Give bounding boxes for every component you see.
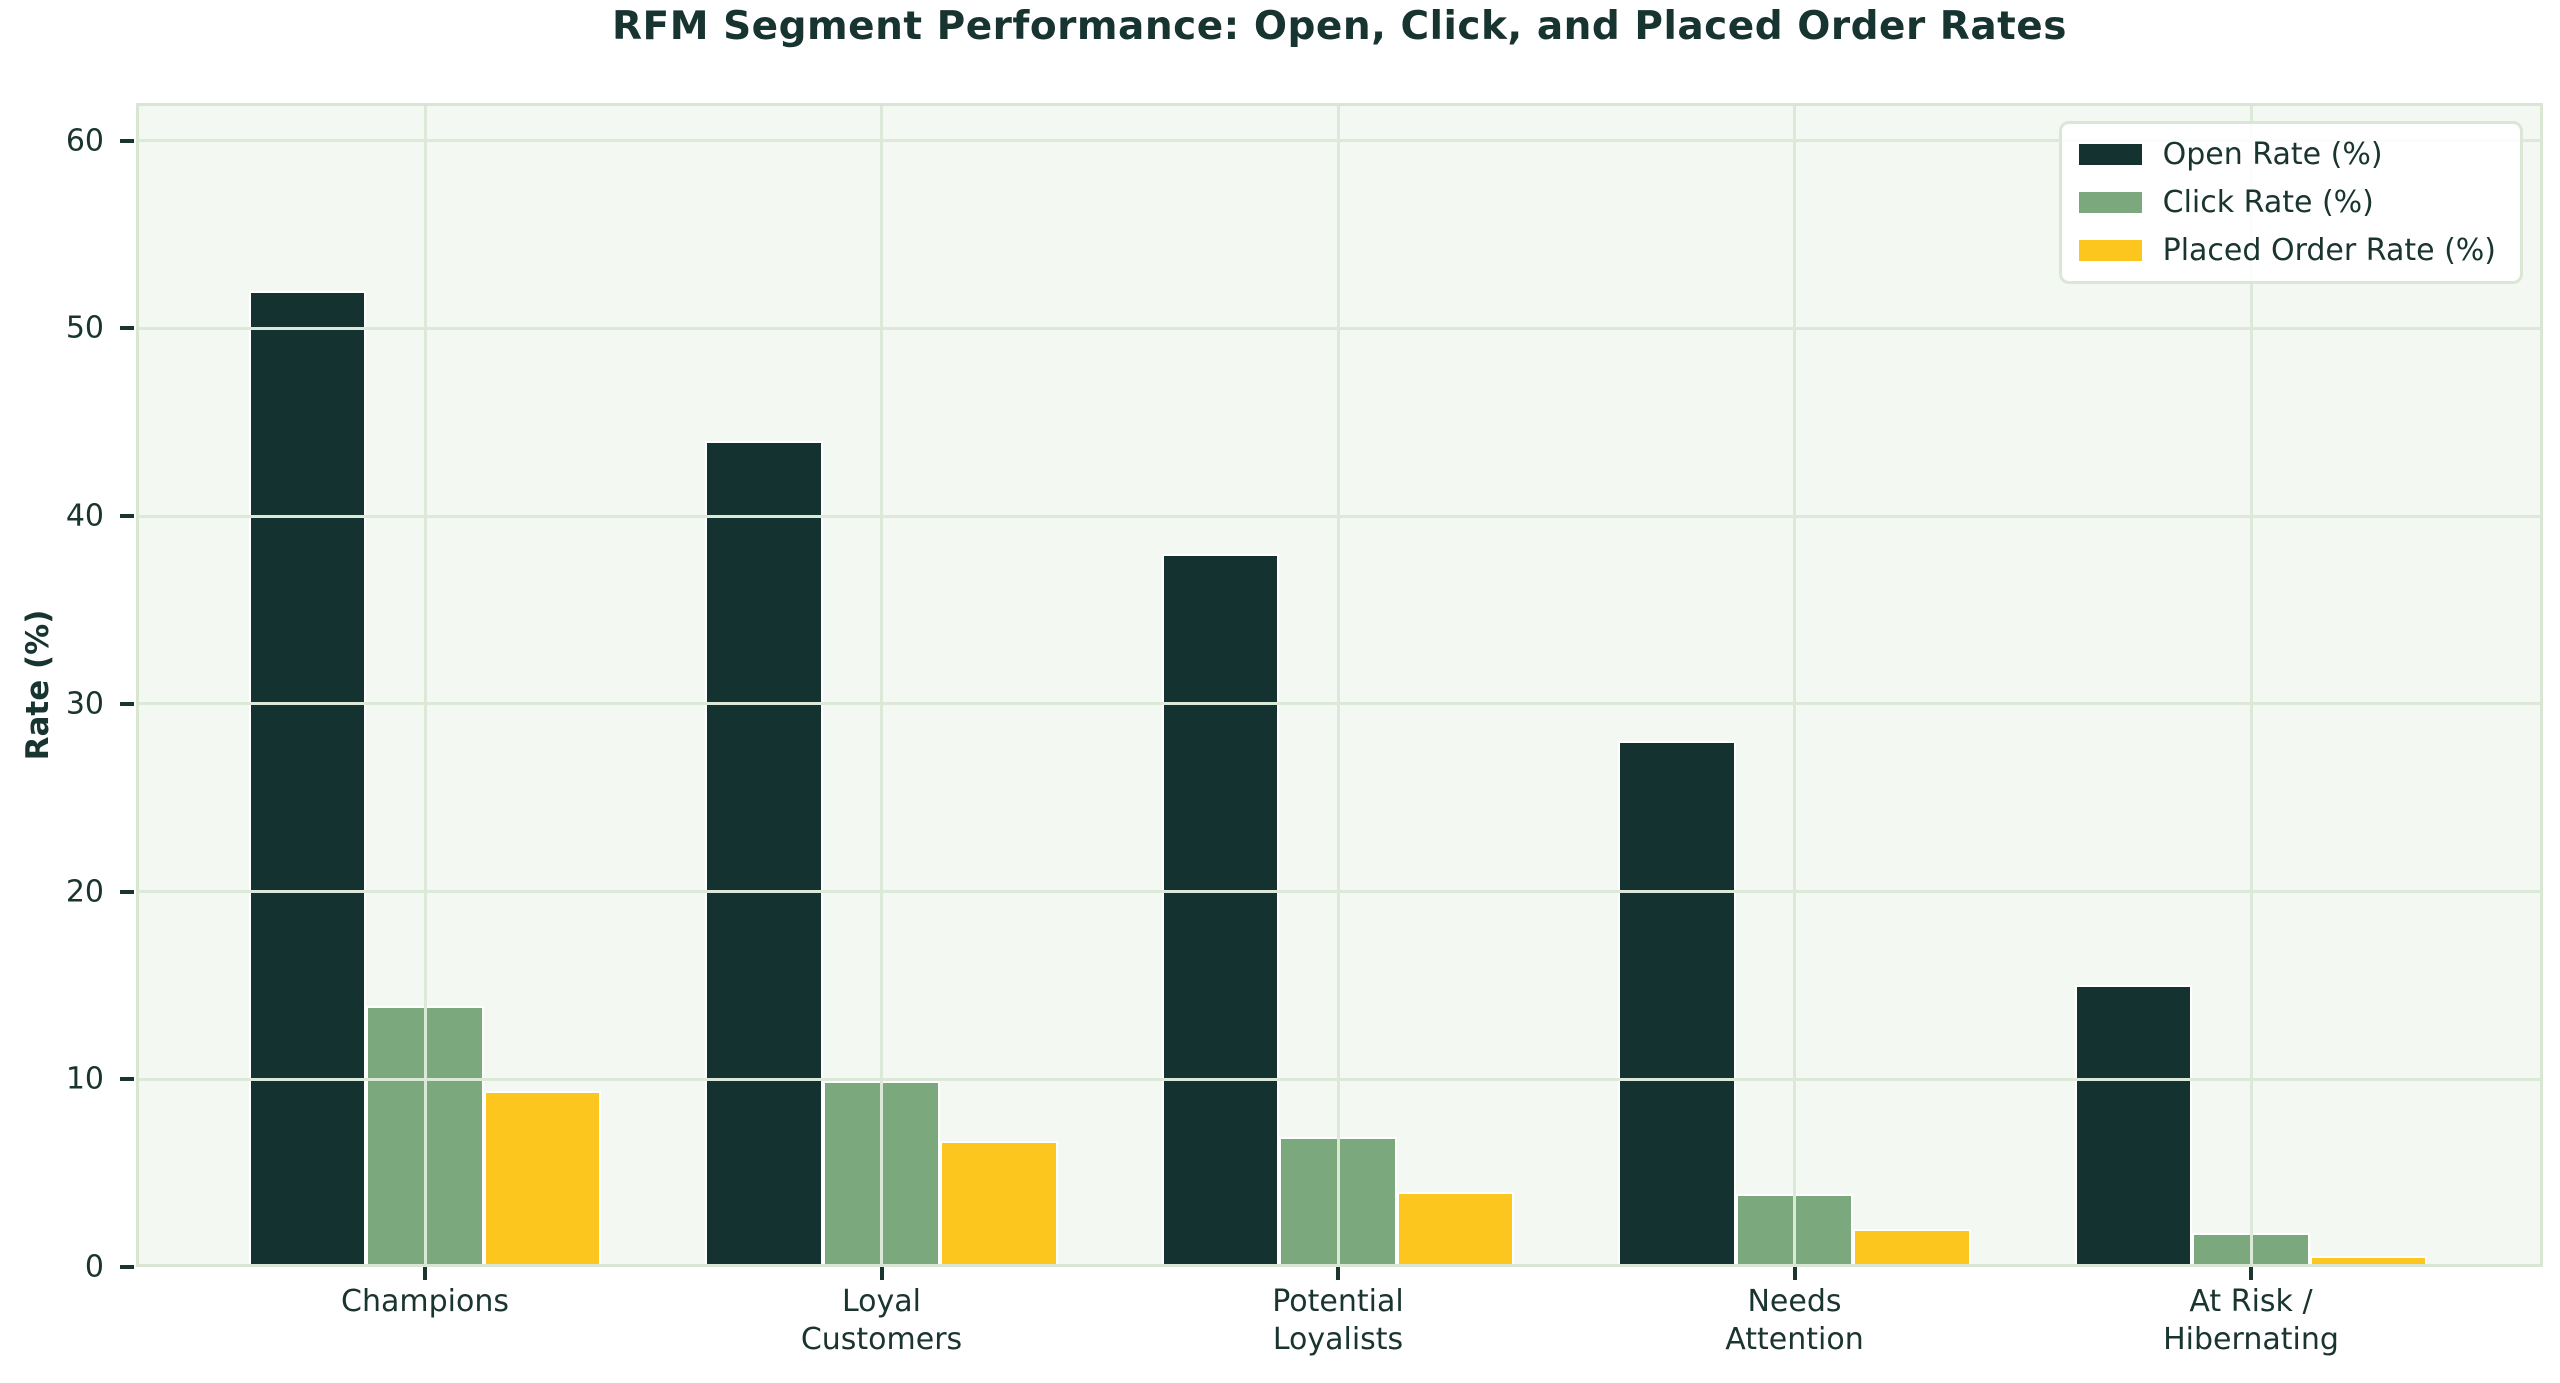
legend-swatch bbox=[2078, 240, 2142, 261]
h-gridline bbox=[136, 702, 2543, 706]
v-gridline bbox=[2249, 103, 2253, 1267]
chart-title: RFM Segment Performance: Open, Click, an… bbox=[612, 4, 2067, 49]
x-tick-label: Needs Attention bbox=[1725, 1284, 1864, 1357]
y-tick-label: 0 bbox=[84, 1249, 104, 1285]
bar-placed-order-rate bbox=[483, 1090, 602, 1267]
legend-swatch bbox=[2078, 144, 2142, 165]
x-tick-label: Loyal Customers bbox=[800, 1284, 963, 1357]
legend: Open Rate (%) Click Rate (%) Placed Order … bbox=[2058, 121, 2523, 284]
bar-open-rate bbox=[2074, 985, 2193, 1267]
y-tick-label: 20 bbox=[65, 874, 104, 910]
h-gridline bbox=[136, 326, 2543, 330]
legend-label: Click Rate (%) bbox=[2162, 185, 2374, 220]
legend-label: Open Rate (%) bbox=[2162, 137, 2383, 172]
h-gridline bbox=[136, 514, 2543, 518]
y-tick-mark bbox=[120, 701, 134, 706]
v-gridline bbox=[1336, 103, 1340, 1267]
y-tick-mark bbox=[120, 889, 134, 894]
h-gridline bbox=[136, 890, 2543, 894]
v-gridline bbox=[1793, 103, 1796, 1267]
x-tick-mark bbox=[2249, 1267, 2253, 1280]
bar-open-rate bbox=[248, 290, 367, 1267]
y-tick-label: 10 bbox=[65, 1061, 104, 1097]
y-tick-mark bbox=[120, 514, 134, 519]
v-gridline bbox=[423, 103, 427, 1267]
y-tick-mark bbox=[120, 138, 134, 143]
bar-open-rate bbox=[1161, 553, 1280, 1267]
h-gridline bbox=[136, 139, 2543, 143]
x-tick-label: Potential Loyalists bbox=[1272, 1284, 1404, 1357]
y-tick-mark bbox=[120, 1077, 134, 1082]
h-gridline bbox=[136, 1077, 2543, 1081]
x-tick-mark bbox=[1336, 1267, 1340, 1280]
bar-placed-order-rate bbox=[1396, 1191, 1515, 1267]
bar-open-rate bbox=[1618, 741, 1736, 1267]
y-tick-label: 50 bbox=[65, 310, 104, 346]
y-tick-label: 30 bbox=[65, 686, 104, 722]
bar-placed-order-rate bbox=[1853, 1229, 1971, 1267]
y-tick-label: 40 bbox=[65, 498, 104, 534]
legend-row: Open Rate (%) bbox=[2078, 137, 2496, 172]
x-tick-label: Champions bbox=[341, 1284, 509, 1319]
bar-open-rate bbox=[705, 440, 823, 1267]
y-tick-mark bbox=[120, 1265, 134, 1269]
v-gridline bbox=[880, 103, 883, 1267]
x-tick-mark bbox=[423, 1267, 427, 1280]
y-axis-label: Rate (%) bbox=[20, 609, 56, 761]
bar-placed-order-rate bbox=[940, 1141, 1058, 1267]
y-tick-label: 60 bbox=[65, 123, 104, 159]
legend-row: Click Rate (%) bbox=[2078, 185, 2496, 220]
y-tick-mark bbox=[120, 326, 134, 331]
legend-swatch bbox=[2078, 192, 2142, 213]
x-tick-mark bbox=[1792, 1267, 1797, 1280]
bar-placed-order-rate bbox=[2309, 1255, 2428, 1267]
x-tick-label: At Risk / Hibernating bbox=[2163, 1284, 2339, 1357]
plot-area: Open Rate (%) Click Rate (%) Placed Order … bbox=[66, 103, 2543, 1357]
legend-row: Placed Order Rate (%) bbox=[2078, 233, 2496, 268]
x-tick-mark bbox=[879, 1267, 884, 1280]
legend-label: Placed Order Rate (%) bbox=[2162, 233, 2496, 268]
